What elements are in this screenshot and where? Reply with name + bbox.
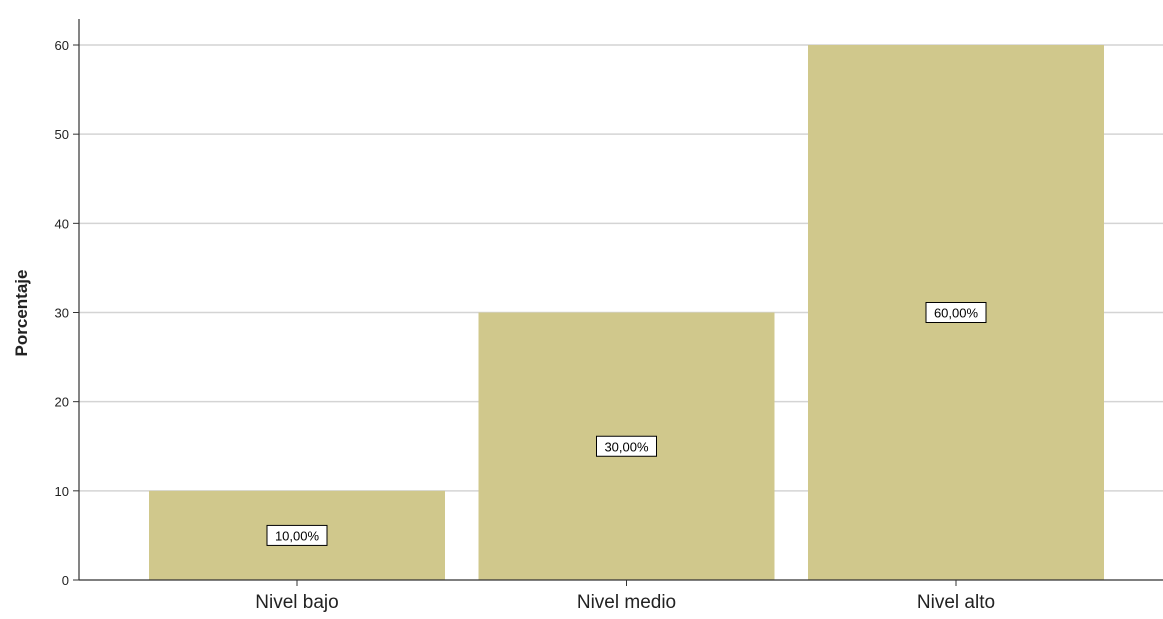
data-labels: 10,00% 30,00% 60,00% [266,302,987,546]
x-tick-label: Nivel alto [917,592,995,613]
axes [78,19,1163,581]
data-label: 60,00% [934,306,979,321]
y-tick-labels: 0 10 20 30 40 50 60 [55,38,79,588]
x-tick-label: Nivel medio [577,592,676,613]
y-tick-label: 40 [55,216,69,231]
y-tick-label: 50 [55,127,69,142]
data-label-box [266,524,328,546]
y-tick-label: 20 [55,395,69,410]
data-label-box [925,302,987,323]
x-tick-labels: Nivel bajo Nivel medio Nivel alto [255,580,995,613]
y-tick-label: 60 [55,38,69,53]
data-label: 30,00% [604,439,649,454]
y-tick-label: 10 [55,484,69,499]
data-label: 10,00% [275,528,320,543]
data-label-box [596,435,657,457]
y-tick-label: 0 [62,573,69,588]
y-tick-label: 30 [55,306,69,321]
y-axis-title: Porcentaje [12,270,31,357]
x-tick-label: Nivel bajo [255,592,338,613]
